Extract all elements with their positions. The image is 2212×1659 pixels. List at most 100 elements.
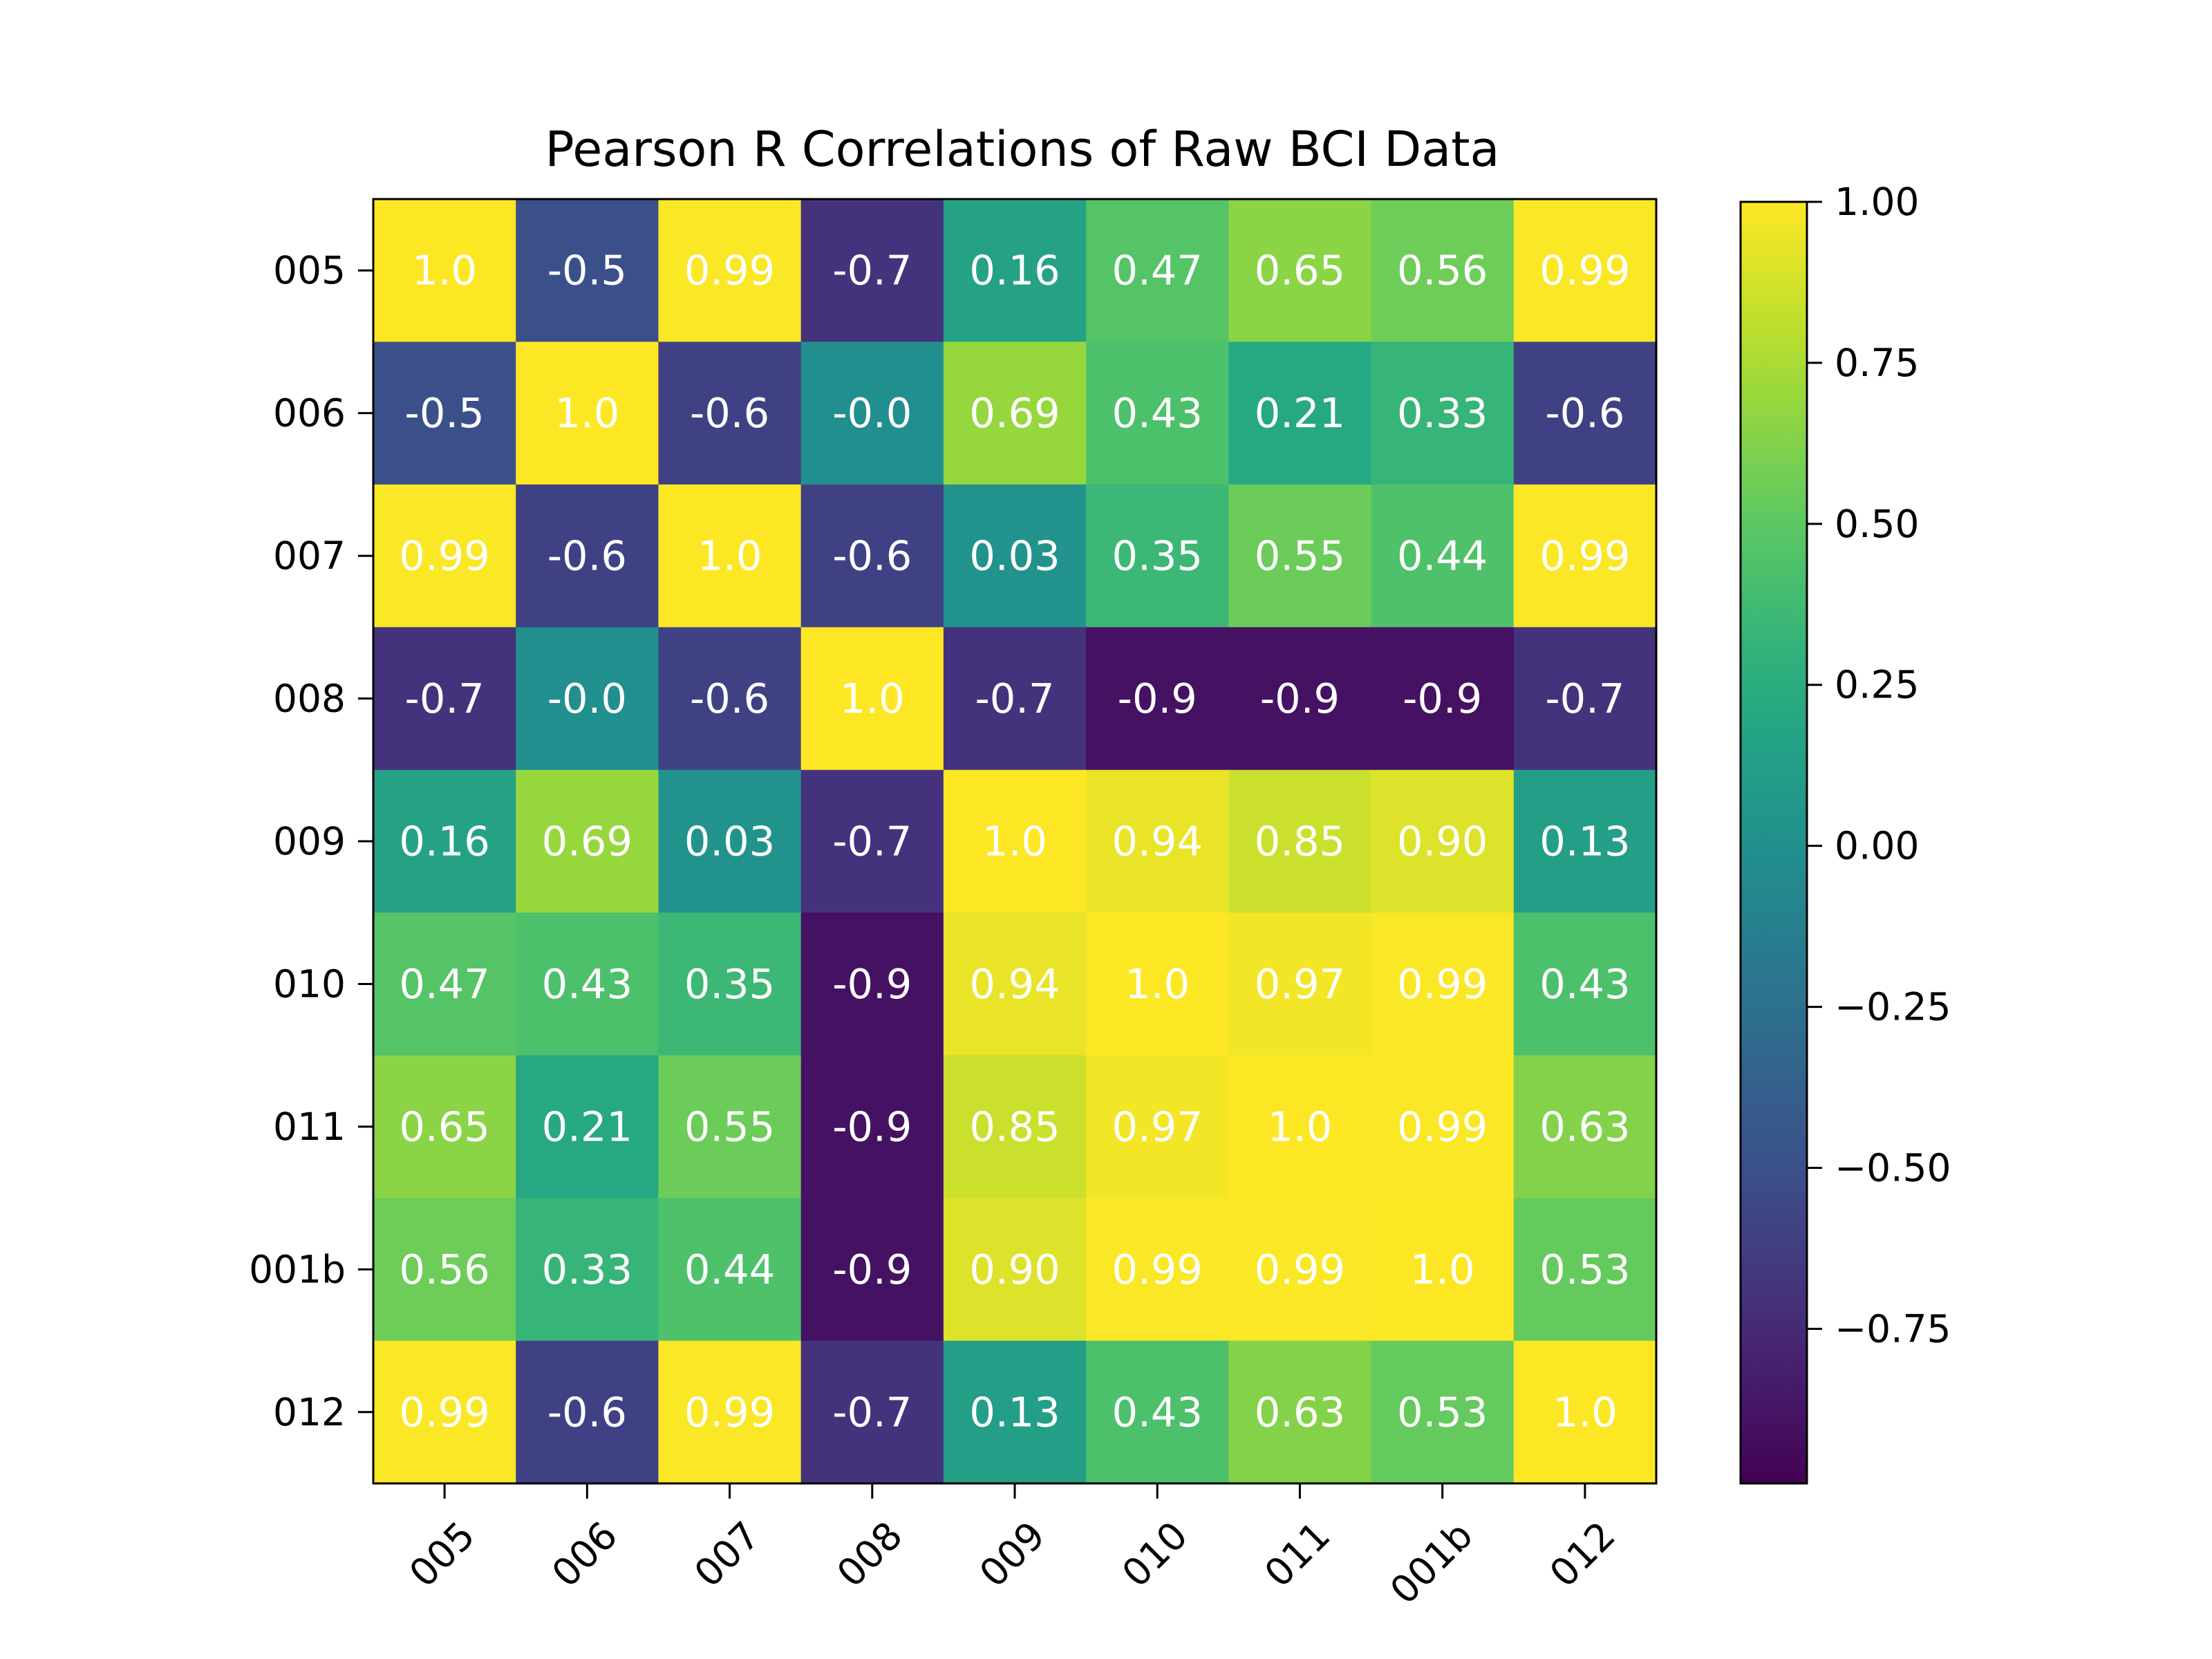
- heatmap-cell: [373, 1055, 516, 1199]
- heatmap-cell: [800, 627, 944, 771]
- heatmap-cell: [516, 484, 659, 628]
- colorbar-tick-label: 1.00: [1835, 180, 1919, 224]
- y-tick-label: 007: [273, 534, 346, 578]
- cell-value-label: 0.43: [1112, 1388, 1203, 1436]
- cell-value-label: 0.33: [542, 1246, 632, 1293]
- heatmap-cell: [1228, 1055, 1372, 1199]
- heatmap-cell: [1513, 199, 1657, 342]
- cell-value-label: 0.90: [1397, 818, 1488, 865]
- cell-value-label: 1.0: [982, 818, 1047, 865]
- y-tick-label: 012: [273, 1390, 346, 1434]
- cell-value-label: -0.7: [1545, 675, 1624, 722]
- cell-value-label: 0.85: [1255, 818, 1345, 865]
- cell-value-label: 0.94: [1112, 818, 1203, 865]
- heatmap-cell: [1513, 1055, 1657, 1199]
- cell-value-label: 0.47: [1112, 247, 1203, 294]
- cell-value-label: 0.13: [1539, 818, 1630, 865]
- heatmap-cell: [658, 1340, 802, 1484]
- heatmap-cell: [373, 341, 516, 485]
- heatmap-cell: [943, 1055, 1087, 1199]
- heatmap-cell: [1371, 912, 1515, 1056]
- heatmap-cell: [373, 484, 516, 628]
- cell-value-label: 0.99: [684, 1388, 775, 1436]
- cell-value-label: 0.56: [1397, 247, 1488, 294]
- cell-value-label: 0.21: [1255, 389, 1345, 437]
- chart-title: Pearson R Correlations of Raw BCI Data: [545, 121, 1500, 178]
- y-tick-label: 006: [273, 391, 346, 435]
- heatmap-cell: [800, 199, 944, 342]
- heatmap-cell: [1371, 484, 1515, 628]
- heatmap-cell: [800, 341, 944, 485]
- x-tick-label: 009: [971, 1513, 1053, 1595]
- cell-value-label: -0.7: [832, 247, 912, 294]
- cell-value-label: 0.47: [399, 960, 489, 1008]
- heatmap-cell: [943, 199, 1087, 342]
- heatmap-cell: [658, 912, 802, 1056]
- cell-value-label: 0.33: [1397, 389, 1488, 437]
- heatmap-cell: [1228, 341, 1372, 485]
- cell-value-label: -0.7: [832, 1388, 912, 1436]
- cell-value-label: 0.53: [1397, 1388, 1488, 1436]
- heatmap-cell: [943, 627, 1087, 771]
- heatmap-cell: [373, 912, 516, 1056]
- heatmap-cell: [658, 341, 802, 485]
- cell-value-label: 1.0: [554, 389, 619, 437]
- heatmap-cell: [658, 769, 802, 913]
- cell-value-label: 0.16: [399, 818, 489, 865]
- y-tick-label: 010: [273, 962, 346, 1006]
- cell-value-label: -0.6: [1545, 389, 1624, 437]
- cell-value-label: 0.35: [684, 960, 775, 1008]
- cell-value-label: 0.99: [399, 1388, 489, 1436]
- cell-value-label: 1.0: [412, 247, 477, 294]
- heatmap-cell: [1086, 1198, 1229, 1342]
- heatmap-cell: [1513, 627, 1657, 771]
- heatmap-cell: [1228, 1198, 1372, 1342]
- cell-value-label: 0.43: [1112, 389, 1203, 437]
- colorbar-tick-label: −0.75: [1835, 1306, 1951, 1351]
- heatmap-cell: [1513, 912, 1657, 1056]
- colorbar: [1739, 200, 1808, 1485]
- heatmap-cell: [1086, 1055, 1229, 1199]
- y-tick-label: 008: [273, 677, 346, 721]
- cell-value-label: 0.69: [969, 389, 1060, 437]
- cell-value-label: 1.0: [697, 532, 762, 580]
- cell-value-label: 0.99: [1539, 532, 1630, 580]
- heatmap-cell-labels: 1.0 -0.5 0.99 -0.7 0.16 0.47 0.65 0.56 0.99 -0.5 1…: [399, 247, 1630, 1436]
- cell-value-label: -0.9: [832, 1246, 912, 1293]
- heatmap-cell: [943, 1340, 1087, 1484]
- heatmap-cell: [943, 341, 1087, 485]
- cell-value-label: 0.44: [1397, 532, 1488, 580]
- heatmap-cell: [373, 1198, 516, 1342]
- y-axis-ticks: 005 006 007 008 009 010 011 001b 012: [249, 248, 373, 1434]
- cell-value-label: 0.43: [542, 960, 632, 1008]
- cell-value-label: 0.03: [969, 532, 1060, 580]
- cell-value-label: 0.99: [1112, 1246, 1203, 1293]
- cell-value-label: 0.99: [1397, 960, 1488, 1008]
- cell-value-label: -0.9: [1118, 675, 1197, 722]
- cell-value-label: -0.9: [1260, 675, 1340, 722]
- cell-value-label: -0.9: [1403, 675, 1482, 722]
- cell-value-label: 0.21: [542, 1103, 632, 1150]
- heatmap-cell: [516, 1340, 659, 1484]
- x-tick-label: 011: [1256, 1513, 1338, 1595]
- cell-value-label: -0.6: [832, 532, 912, 580]
- cell-value-label: 0.63: [1255, 1388, 1345, 1436]
- y-tick-label: 011: [273, 1105, 346, 1149]
- colorbar-ticks: 1.00 0.75 0.50 0.25 0.00 −0.25 −0.50 −0.75: [1807, 180, 1951, 1351]
- cell-value-label: -0.7: [405, 675, 485, 722]
- cell-value-label: 0.43: [1539, 960, 1630, 1008]
- cell-value-label: -0.6: [690, 389, 769, 437]
- heatmap-cell: [658, 199, 802, 342]
- heatmap-cell: [1086, 769, 1229, 913]
- heatmap-cell: [1086, 912, 1229, 1056]
- heatmap-cell: [1228, 484, 1372, 628]
- cell-value-label: 0.97: [1112, 1103, 1203, 1150]
- heatmap-cell: [1228, 769, 1372, 913]
- x-axis-ticks: 005 006 007 008 009 010 011 001b 012: [401, 1483, 1624, 1613]
- x-tick-label: 008: [828, 1513, 910, 1595]
- x-tick-label: 006: [543, 1513, 626, 1595]
- heatmap-cell: [516, 912, 659, 1056]
- x-tick-label: 012: [1541, 1513, 1623, 1595]
- heatmap-cell: [1228, 199, 1372, 342]
